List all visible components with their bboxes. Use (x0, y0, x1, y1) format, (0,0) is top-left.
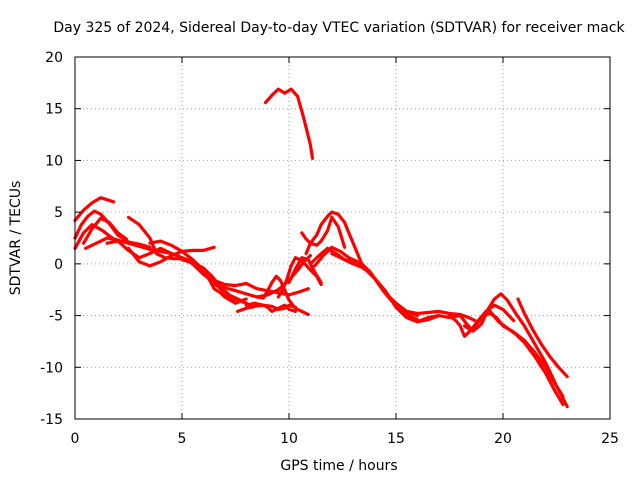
chart-title: Day 325 of 2024, Sidereal Day-to-day VTE… (53, 20, 625, 36)
x-tick-label: 25 (601, 431, 619, 447)
x-tick-label: 10 (280, 431, 298, 447)
series-arc-21 (304, 210, 366, 271)
x-axis-label: GPS time / hours (280, 458, 397, 474)
x-tick-label: 15 (387, 431, 405, 447)
y-tick-label: 20 (45, 50, 63, 66)
y-tick-label: -10 (40, 360, 63, 376)
series-arc-7 (126, 215, 184, 261)
x-tick-labels: 0 5 10 15 20 25 (71, 431, 619, 447)
series-arc-30 (488, 309, 565, 407)
series-arc-2 (73, 196, 116, 222)
x-tick-label: 0 (71, 431, 80, 447)
series-arc-20 (300, 215, 347, 249)
series-arc-23 (313, 245, 419, 322)
series-layer (73, 87, 569, 409)
series-arc-29 (480, 292, 569, 409)
y-axis-label: SDTVAR / TECUs (8, 181, 24, 296)
series-arc-15 (244, 301, 297, 313)
x-tick-label: 20 (494, 431, 512, 447)
series-arc-8 (126, 245, 216, 268)
y-tick-label: -5 (49, 309, 63, 325)
series-arc-16 (255, 274, 310, 317)
y-tick-label: 0 (54, 257, 63, 273)
series-arc-13 (212, 254, 312, 299)
axis-ticks (74, 56, 611, 420)
y-tick-label: -15 (40, 412, 63, 428)
series-arc-25 (405, 309, 479, 324)
grid (75, 57, 610, 419)
series-arc-5 (84, 236, 163, 253)
series-arc-31 (516, 297, 569, 379)
series-arc-17 (263, 87, 315, 160)
y-tick-label: 10 (45, 153, 63, 169)
y-tick-labels: -15 -10 -5 0 5 10 15 20 (40, 50, 63, 428)
series-arc-12 (191, 262, 310, 297)
plot-frame (74, 56, 611, 420)
y-tick-label: 15 (45, 102, 63, 118)
series-arc-4 (81, 216, 129, 245)
y-tick-label: 5 (54, 205, 63, 221)
series-arc-22 (308, 246, 419, 318)
x-tick-label: 5 (178, 431, 187, 447)
series-arc-19 (287, 256, 323, 285)
